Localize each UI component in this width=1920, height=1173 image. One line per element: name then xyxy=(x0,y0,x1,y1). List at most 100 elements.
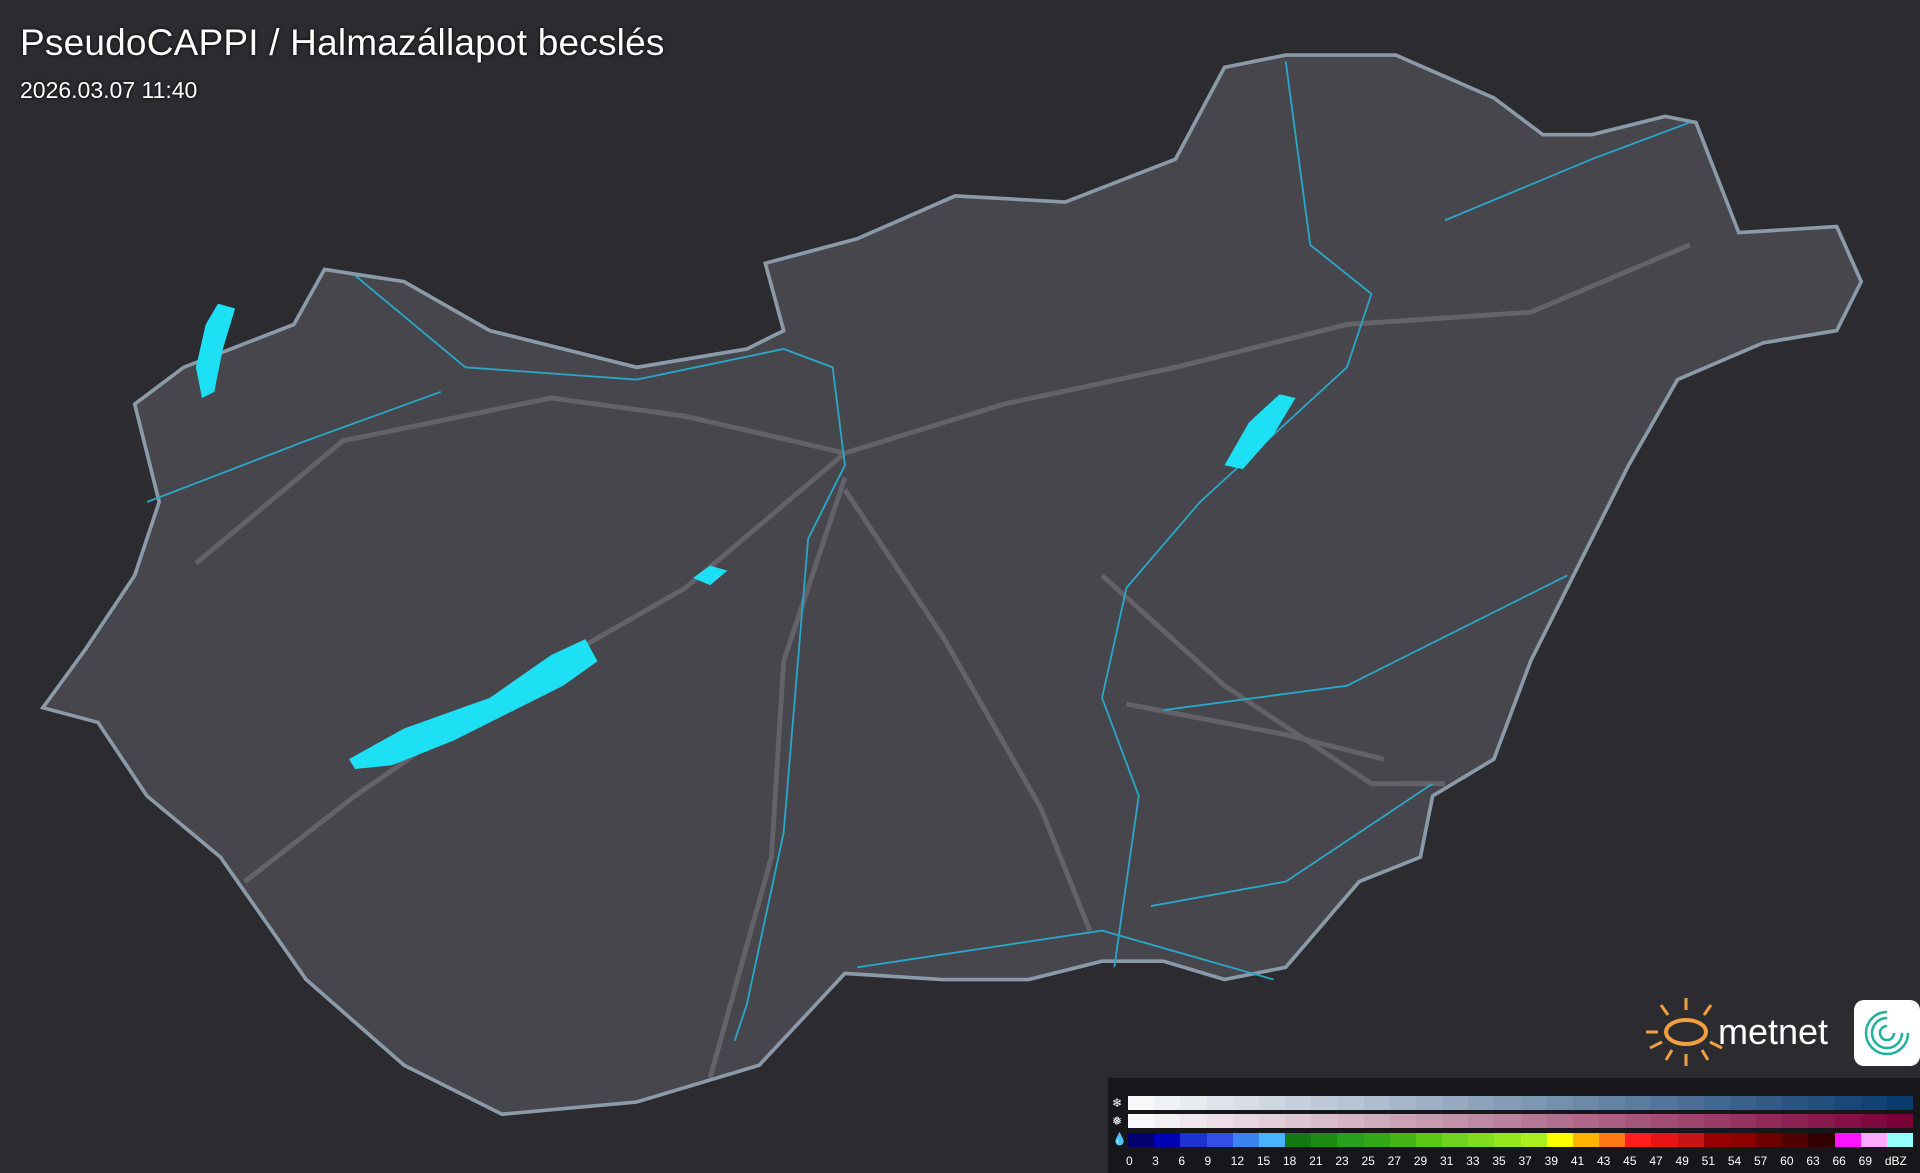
legend-mixed-cell xyxy=(1756,1114,1783,1128)
legend-snow-cell xyxy=(1756,1096,1783,1110)
legend-tick-label: 41 xyxy=(1570,1154,1585,1168)
legend-rain-cell xyxy=(1442,1133,1469,1147)
legend-mixed-cell xyxy=(1860,1114,1887,1128)
legend-mixed-cell xyxy=(1651,1114,1678,1128)
lake-balaton xyxy=(348,639,598,769)
legend-rain-cell xyxy=(1703,1133,1730,1147)
legend-tick-label: 43 xyxy=(1597,1154,1611,1168)
legend-rain-cell xyxy=(1625,1133,1652,1147)
legend-rain-cell xyxy=(1180,1133,1207,1147)
legend-snow-cell xyxy=(1520,1096,1547,1110)
legend-mixed-cell xyxy=(1782,1114,1809,1128)
legend-snow-cell xyxy=(1363,1096,1390,1110)
legend-rain-cell xyxy=(1756,1133,1783,1147)
legend-rain-cell xyxy=(1128,1133,1155,1147)
app-icon xyxy=(1854,1000,1920,1066)
legend-mixed-cell xyxy=(1520,1114,1547,1128)
rivers xyxy=(146,61,1691,1042)
legend-tick-label: 57 xyxy=(1754,1154,1768,1168)
timestamp: 2026.03.07 11:40 xyxy=(20,77,198,103)
legend-snow-cell xyxy=(1677,1096,1704,1110)
sleet-icon: ❅ xyxy=(1112,1114,1123,1128)
legend-mixed-cell xyxy=(1729,1114,1757,1128)
legend-snow-cell xyxy=(1651,1096,1678,1110)
legend-snow-cell xyxy=(1782,1096,1809,1110)
legend-mixed-cell xyxy=(1285,1114,1312,1128)
legend-rain-cell xyxy=(1782,1133,1809,1147)
legend-snow-cell xyxy=(1442,1096,1469,1110)
legend-rain-cell xyxy=(1232,1133,1259,1147)
legend-rain-cell xyxy=(1572,1133,1600,1147)
legend-snow-cell xyxy=(1389,1096,1416,1110)
legend-snow-cell xyxy=(1311,1096,1338,1110)
legend-tick-label: 49 xyxy=(1675,1154,1689,1168)
legend-tick-label: 45 xyxy=(1623,1154,1637,1168)
legend-snow-cell xyxy=(1128,1096,1155,1110)
legend-rain-cell xyxy=(1729,1133,1757,1147)
legend-tick-label: 3 xyxy=(1152,1154,1159,1168)
legend-tick-label: 25 xyxy=(1361,1154,1375,1168)
legend-mixed-cell xyxy=(1625,1114,1652,1128)
legend-tick-label: 31 xyxy=(1440,1154,1454,1168)
legend-snow-cell xyxy=(1180,1096,1207,1110)
legend-rain-cell xyxy=(1363,1133,1390,1147)
legend-tick-label: 15 xyxy=(1256,1154,1271,1168)
legend-snow-cell xyxy=(1494,1096,1521,1110)
legend-snow-cell xyxy=(1886,1096,1914,1110)
legend-rain-scale xyxy=(1128,1133,1914,1147)
legend-mixed-cell xyxy=(1154,1114,1181,1128)
legend-mixed-cell xyxy=(1415,1114,1443,1128)
legend-tick-label: 27 xyxy=(1387,1154,1402,1168)
legend-mixed-cell xyxy=(1206,1114,1233,1128)
legend-mixed-cell xyxy=(1703,1114,1730,1128)
legend-snow-cell xyxy=(1625,1096,1652,1110)
legend-rain-cell xyxy=(1468,1133,1495,1147)
legend-mixed-cell xyxy=(1599,1114,1626,1128)
legend-rain-cell xyxy=(1311,1133,1338,1147)
legend-tick-label: 66 xyxy=(1832,1154,1846,1168)
legend-rain-cell xyxy=(1520,1133,1547,1147)
legend-snow-cell xyxy=(1232,1096,1259,1110)
legend-snow-cell xyxy=(1285,1096,1312,1110)
legend-tick-label: 0 xyxy=(1126,1154,1133,1168)
legend-mixed-cell xyxy=(1886,1114,1914,1128)
legend-tick-label: 39 xyxy=(1544,1154,1559,1168)
legend-tick-label: 35 xyxy=(1492,1154,1506,1168)
legend-rain-cell xyxy=(1415,1133,1443,1147)
legend-rain-cell xyxy=(1886,1133,1914,1147)
legend-snow-cell xyxy=(1258,1096,1286,1110)
legend-snow-cell xyxy=(1834,1096,1861,1110)
legend-unit-label: dBZ xyxy=(1884,1154,1907,1168)
legend-labels: 0 3 6 9 12 15 18 21 23 25 27 29 31 33 35 37 39 41 43 45 47 49… xyxy=(1126,1154,1920,1170)
legend-rain-cell xyxy=(1337,1133,1364,1147)
legend-mixed-cell xyxy=(1468,1114,1495,1128)
legend-mixed-cell xyxy=(1494,1114,1521,1128)
legend-tick-label: 54 xyxy=(1727,1154,1742,1168)
legend-snow-cell xyxy=(1808,1096,1835,1110)
legend-mixed-cell xyxy=(1311,1114,1338,1128)
legend-tick-label: 21 xyxy=(1309,1154,1323,1168)
legend-rain-cell xyxy=(1651,1133,1678,1147)
snowflake-icon: ❄ xyxy=(1112,1096,1123,1110)
legend-snow-cell xyxy=(1599,1096,1626,1110)
legend-rain-cell xyxy=(1677,1133,1704,1147)
legend-tick-label: 29 xyxy=(1413,1154,1428,1168)
legend-mixed-cell xyxy=(1258,1114,1286,1128)
legend-mixed-cell xyxy=(1572,1114,1600,1128)
legend-rain-cell xyxy=(1206,1133,1233,1147)
legend-rain-cell xyxy=(1258,1133,1286,1147)
metnet-wordmark: metnet xyxy=(1718,1011,1828,1052)
legend-snow-cell xyxy=(1337,1096,1364,1110)
lakes xyxy=(195,303,1296,769)
legend-tick-label: 47 xyxy=(1649,1154,1663,1168)
legend-rain-cell xyxy=(1546,1133,1573,1147)
legend-rain-cell xyxy=(1389,1133,1416,1147)
legend-snow-cell xyxy=(1703,1096,1730,1110)
lake-tisza xyxy=(1224,394,1296,469)
legend-snow-cell xyxy=(1572,1096,1600,1110)
legend-tick-label: 33 xyxy=(1466,1154,1480,1168)
legend-tick-label: 12 xyxy=(1230,1154,1245,1168)
legend-tick-label: 18 xyxy=(1283,1154,1297,1168)
legend-mixed-cell xyxy=(1546,1114,1573,1128)
